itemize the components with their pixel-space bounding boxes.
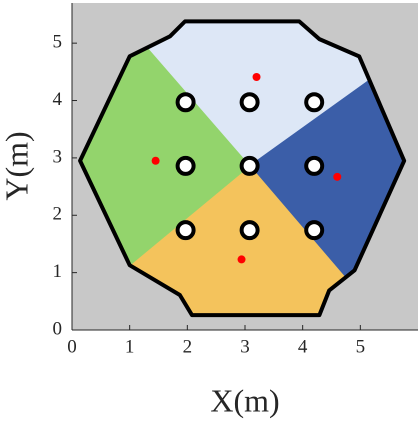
x-tick-label: 3 — [240, 336, 250, 357]
boundary — [78, 19, 407, 318]
obstacle — [239, 220, 260, 241]
x-tick-label: 4 — [298, 336, 308, 357]
point — [333, 172, 342, 181]
x-tick-label: 2 — [183, 336, 193, 357]
point — [151, 156, 160, 165]
y-axis-label: Y(m) — [0, 131, 34, 200]
y-tick-label: 5 — [53, 32, 63, 53]
obstacle — [239, 92, 260, 113]
obstacle — [175, 155, 196, 176]
y-tick-label: 0 — [53, 318, 63, 339]
obstacle — [239, 155, 260, 176]
obstacle — [175, 220, 196, 241]
x-tick-label: 1 — [125, 336, 135, 357]
obstacle — [304, 220, 325, 241]
x-tick-label: 0 — [67, 336, 77, 357]
obstacle — [304, 155, 325, 176]
obstacle — [304, 92, 325, 113]
y-tick-label: 3 — [53, 146, 63, 167]
y-tick-label: 2 — [53, 204, 63, 225]
x-axis-label: X(m) — [210, 382, 279, 418]
y-tick-label: 1 — [53, 261, 63, 282]
point — [252, 73, 261, 82]
x-tick-label: 5 — [356, 336, 366, 357]
obstacle — [175, 92, 196, 113]
y-tick-label: 4 — [53, 89, 63, 110]
point — [237, 255, 246, 264]
